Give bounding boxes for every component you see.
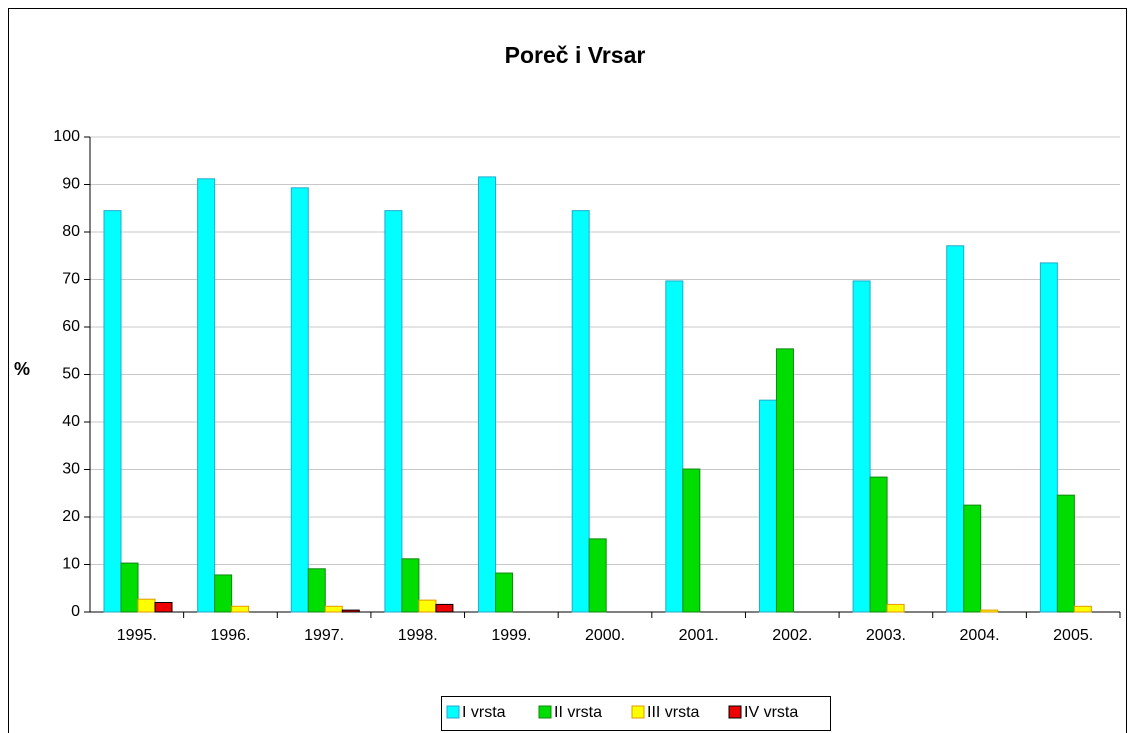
bar	[154, 602, 173, 613]
y-axis-label: %	[14, 359, 30, 379]
x-tick-label: 1998.	[398, 627, 438, 644]
bar	[341, 609, 360, 613]
y-tick-label: 60	[62, 318, 80, 335]
chart-title: Poreč i Vrsar	[505, 42, 646, 68]
bar	[886, 603, 905, 613]
y-tick-label: 30	[62, 461, 80, 478]
y-tick-label: 40	[62, 413, 80, 430]
y-tick-label: 80	[62, 223, 80, 240]
x-tick-label: 1997.	[304, 627, 344, 644]
legend-swatch	[446, 705, 460, 719]
bar	[852, 280, 871, 613]
legend-label: III vrsta	[647, 704, 700, 721]
legend-swatch	[538, 705, 552, 719]
bar	[324, 605, 343, 613]
bar	[775, 348, 794, 613]
bar	[495, 572, 514, 613]
x-tick-label: 1996.	[210, 627, 250, 644]
bar	[946, 245, 965, 613]
bar	[120, 562, 139, 613]
bar	[231, 605, 250, 613]
y-tick-label: 100	[53, 128, 80, 145]
bar	[478, 176, 497, 613]
bar	[103, 210, 122, 613]
bar	[1056, 494, 1075, 613]
bar	[435, 603, 454, 613]
bar	[290, 187, 309, 613]
bar	[963, 504, 982, 613]
bar	[682, 468, 701, 613]
legend-label: IV vrsta	[744, 704, 798, 721]
bar	[418, 599, 437, 613]
bar	[588, 538, 607, 613]
x-tick-label: 2001.	[679, 627, 719, 644]
bar	[137, 598, 156, 613]
legend-label: II vrsta	[554, 704, 602, 721]
x-tick-label: 2004.	[960, 627, 1000, 644]
bar	[384, 210, 403, 613]
bar	[401, 558, 420, 613]
bar	[980, 609, 999, 613]
bar	[665, 280, 684, 613]
bar	[758, 399, 777, 613]
x-tick-label: 2005.	[1053, 627, 1093, 644]
bar	[1073, 605, 1092, 613]
y-tick-label: 20	[62, 508, 80, 525]
x-tick-label: 1995.	[117, 627, 157, 644]
bar	[1039, 262, 1058, 613]
bar	[197, 178, 216, 613]
legend-label: I vrsta	[462, 704, 506, 721]
x-tick-label: 1999.	[491, 627, 531, 644]
legend-swatch	[728, 705, 742, 719]
y-tick-label: 90	[62, 176, 80, 193]
bar	[307, 568, 326, 613]
x-tick-label: 2000.	[585, 627, 625, 644]
bar	[869, 476, 888, 613]
legend-swatch	[631, 705, 645, 719]
y-tick-label: 0	[71, 603, 80, 620]
y-tick-label: 70	[62, 271, 80, 288]
bar	[571, 210, 590, 613]
y-tick-label: 10	[62, 556, 80, 573]
x-tick-label: 2002.	[772, 627, 812, 644]
x-tick-label: 2003.	[866, 627, 906, 644]
y-tick-label: 50	[62, 366, 80, 383]
bar	[214, 574, 233, 613]
